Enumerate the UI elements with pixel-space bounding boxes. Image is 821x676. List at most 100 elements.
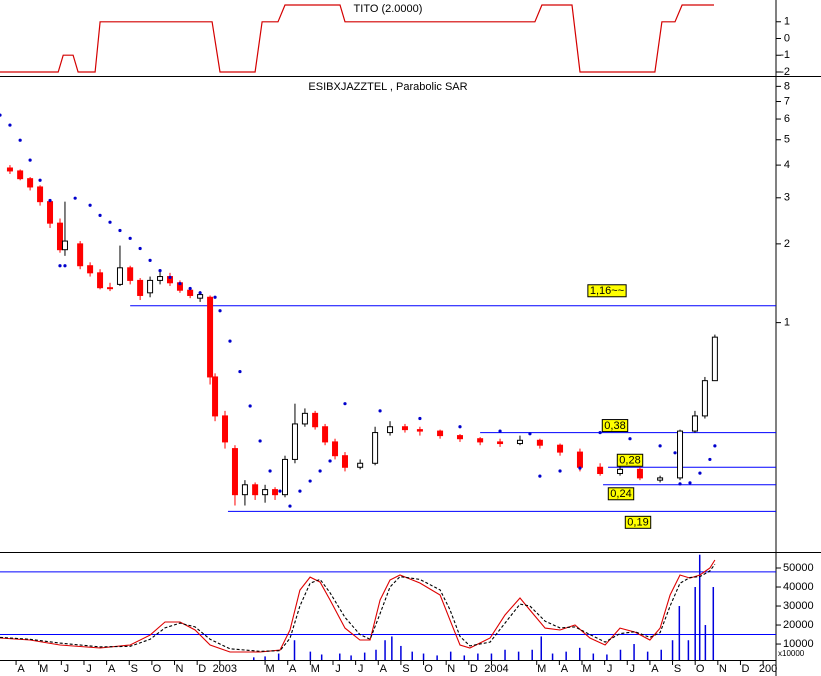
sar-dot: [678, 482, 682, 486]
x-tick-label: D: [741, 663, 749, 675]
y-tick-label: 1: [784, 317, 790, 329]
candle-body: [231, 448, 238, 496]
y-tick-label: 10000: [783, 638, 814, 650]
sar-dot: [318, 469, 322, 473]
y-tick-label: 0: [784, 32, 790, 44]
axis-annotation: x10000: [778, 649, 805, 658]
sar-dot: [168, 275, 172, 279]
candle-body: [17, 170, 24, 180]
sar-dot: [708, 457, 712, 462]
volume-bar: [363, 652, 366, 660]
x-tick-label: A: [651, 663, 659, 675]
candle-body: [97, 272, 104, 289]
volume-bar: [375, 649, 377, 660]
x-tick-label: M: [582, 663, 591, 675]
y-tick-label: 20000: [783, 619, 814, 631]
sar-dot: [418, 416, 422, 421]
volume-bar: [293, 640, 296, 660]
volume-bar: [253, 657, 255, 660]
volume-bar: [339, 653, 341, 660]
x-tick-label: M: [537, 663, 546, 675]
volume-bar: [606, 654, 608, 660]
sar-dot: [8, 123, 12, 127]
level-label: 1,16~~: [590, 285, 624, 297]
sar-dot: [308, 479, 312, 483]
x-tick-label: 2004: [484, 663, 508, 675]
candle-body: [597, 466, 604, 475]
candle-body: [272, 489, 279, 496]
candle-body: [401, 426, 408, 431]
candle-body: [27, 178, 34, 188]
oscillator-line: [0, 559, 716, 653]
candle-body: [617, 468, 624, 475]
volume-bar: [350, 655, 352, 660]
volume-bar: [619, 649, 622, 660]
volume-bar: [698, 554, 701, 660]
sar-dot: [713, 444, 717, 448]
volume-bar: [687, 640, 690, 660]
volume-bar: [463, 655, 466, 660]
x-tick-label: A: [108, 663, 116, 675]
x-tick-label: M: [265, 663, 274, 675]
y-tick-label: 40000: [783, 581, 814, 593]
sar-dot: [558, 469, 562, 473]
x-tick-label: J: [358, 663, 364, 675]
volume-bar: [400, 645, 402, 660]
candle-body: [137, 279, 144, 296]
volume-bar: [578, 647, 581, 660]
sar-dot: [698, 471, 702, 475]
x-tick-label: 200: [759, 663, 777, 675]
x-tick-label: D: [470, 663, 478, 675]
y-tick-label: -1: [780, 49, 790, 61]
candle-body: [557, 444, 564, 453]
sar-dot: [63, 264, 67, 268]
sar-dot: [73, 196, 77, 200]
candle-body: [636, 468, 643, 479]
sar-dot: [108, 220, 112, 224]
volume-bar: [712, 587, 715, 660]
candle-body: [282, 458, 289, 496]
x-tick-label: M: [311, 663, 320, 675]
candle-body: [77, 243, 84, 267]
sar-dot: [278, 489, 282, 493]
y-tick-label: -2: [780, 66, 790, 78]
sar-dot: [238, 369, 242, 374]
sar-dot: [0, 113, 2, 117]
sar-dot: [228, 339, 232, 343]
level-label-box: [601, 419, 629, 433]
sar-dot: [498, 429, 502, 433]
volume-bar: [411, 651, 413, 660]
x-tick-label: O: [696, 663, 705, 675]
volume-bar: [490, 653, 493, 660]
candle-body: [497, 441, 504, 445]
candle-body: [691, 415, 698, 432]
sar-dot: [198, 291, 202, 295]
x-tick-label: A: [289, 663, 297, 675]
candle-body: [301, 412, 308, 425]
x-tick-label: S: [131, 663, 138, 675]
sar-dot: [343, 402, 347, 406]
candle-body: [87, 265, 94, 274]
panel-title: ESIBXJAZZTEL , Parabolic SAR: [308, 81, 467, 93]
sar-dot: [128, 236, 132, 240]
volume-bar: [436, 655, 438, 660]
sar-dot: [578, 466, 582, 470]
volume-bar: [277, 653, 280, 660]
sar-dot: [188, 286, 192, 291]
x-tick-label: N: [447, 663, 455, 675]
y-tick-label: 3: [784, 192, 790, 204]
x-tick-label: O: [153, 663, 162, 675]
level-label: 0,28: [619, 455, 640, 467]
volume-bar: [449, 651, 452, 660]
volume-bar: [391, 636, 393, 660]
sar-dot: [298, 489, 302, 493]
candle-body: [147, 279, 154, 294]
volume-bar: [477, 653, 479, 660]
candle-body: [372, 432, 379, 464]
candle-body: [437, 430, 444, 437]
candle-body: [322, 426, 329, 443]
volume-bar: [694, 587, 696, 660]
candle-body: [677, 430, 684, 479]
